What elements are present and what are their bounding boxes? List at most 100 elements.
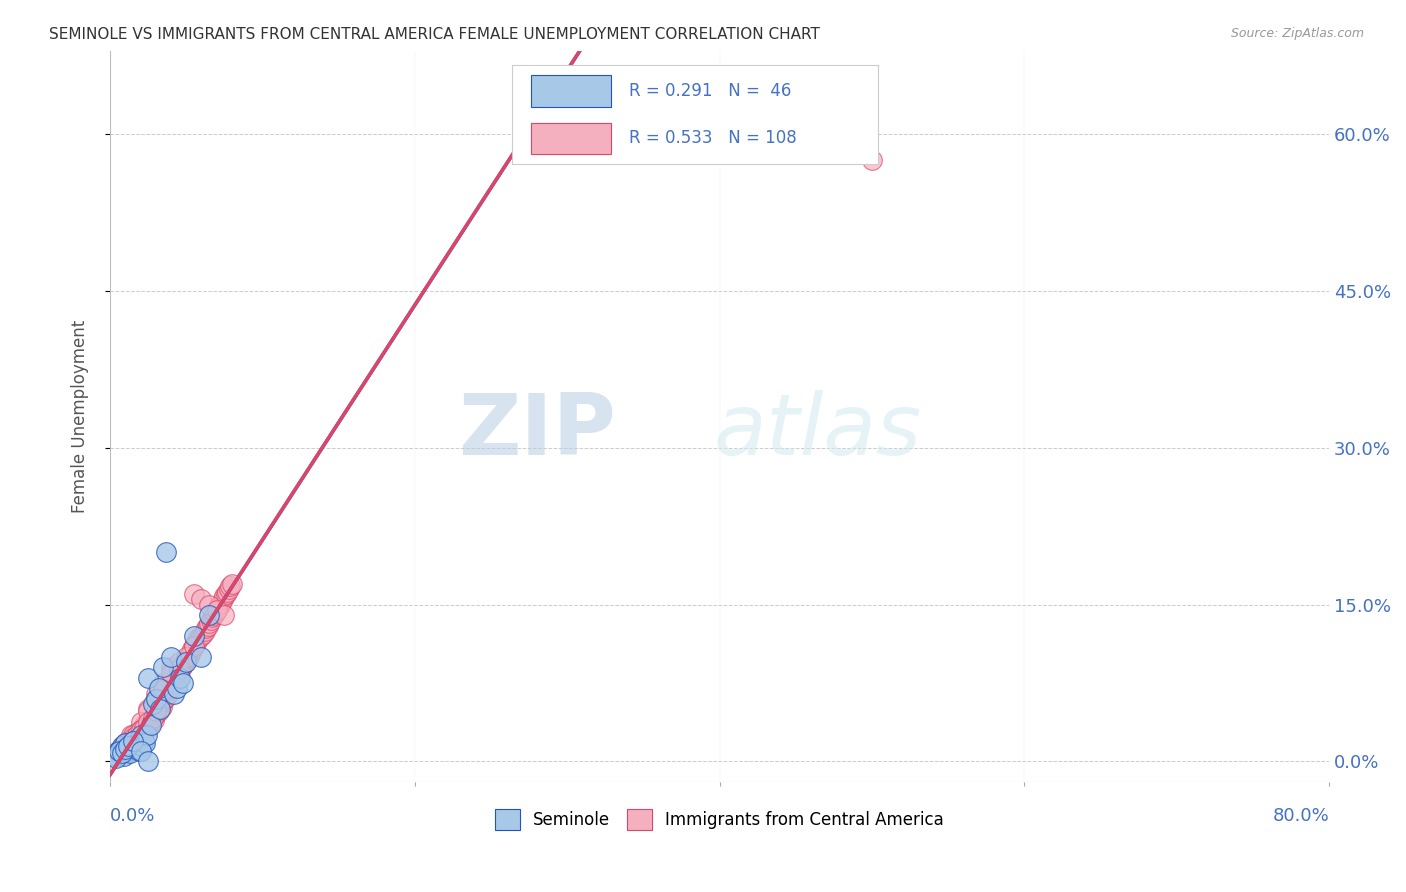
Point — [117, 736, 139, 750]
Point — [143, 713, 166, 727]
Point — [132, 718, 155, 732]
Point — [166, 665, 188, 680]
Point — [122, 736, 145, 750]
Point — [128, 728, 150, 742]
Legend: Seminole, Immigrants from Central America: Seminole, Immigrants from Central Americ… — [488, 803, 950, 836]
Point — [124, 739, 146, 753]
Point — [136, 671, 159, 685]
Point — [120, 739, 142, 753]
Point — [136, 714, 159, 729]
Point — [127, 725, 149, 739]
Point — [183, 629, 205, 643]
Y-axis label: Female Unemployment: Female Unemployment — [72, 320, 89, 513]
Point — [215, 587, 238, 601]
Point — [122, 731, 145, 746]
Point — [107, 744, 129, 758]
Point — [124, 731, 146, 746]
Point — [197, 618, 219, 632]
Point — [114, 736, 136, 750]
Point — [160, 649, 183, 664]
Point — [104, 746, 127, 760]
Point — [167, 663, 190, 677]
Point — [183, 587, 205, 601]
Point — [211, 592, 233, 607]
Point — [167, 655, 190, 669]
Point — [111, 739, 134, 753]
Text: Source: ZipAtlas.com: Source: ZipAtlas.com — [1230, 27, 1364, 40]
Point — [129, 714, 152, 729]
Point — [163, 686, 186, 700]
Point — [172, 676, 194, 690]
Point — [114, 742, 136, 756]
Point — [207, 599, 229, 614]
Point — [160, 660, 183, 674]
Point — [134, 723, 156, 737]
Point — [136, 721, 159, 735]
Point — [155, 690, 177, 704]
Point — [152, 694, 174, 708]
Point — [141, 714, 163, 729]
Point — [138, 713, 160, 727]
Point — [114, 736, 136, 750]
Point — [169, 671, 191, 685]
Point — [163, 671, 186, 685]
Point — [135, 728, 157, 742]
Point — [141, 718, 163, 732]
Point — [200, 613, 222, 627]
Point — [156, 686, 179, 700]
Point — [148, 704, 170, 718]
Point — [190, 592, 212, 607]
Point — [205, 603, 228, 617]
Point — [186, 634, 208, 648]
Point — [136, 755, 159, 769]
Point — [218, 582, 240, 596]
Point — [174, 649, 197, 664]
Point — [127, 742, 149, 756]
Point — [131, 725, 153, 739]
Point — [132, 721, 155, 735]
Point — [115, 742, 138, 756]
Point — [152, 676, 174, 690]
Point — [150, 700, 173, 714]
Point — [160, 665, 183, 680]
Point — [202, 608, 225, 623]
Point — [172, 658, 194, 673]
Point — [145, 686, 167, 700]
Point — [184, 637, 207, 651]
Point — [110, 742, 132, 756]
Point — [114, 739, 136, 753]
Point — [219, 579, 242, 593]
Point — [111, 746, 134, 760]
Point — [145, 704, 167, 718]
Point — [187, 631, 209, 645]
Point — [208, 598, 231, 612]
Point — [125, 736, 148, 750]
Point — [115, 744, 138, 758]
Point — [145, 691, 167, 706]
Text: atlas: atlas — [713, 390, 921, 473]
Point — [127, 728, 149, 742]
Point — [204, 606, 226, 620]
Point — [129, 728, 152, 742]
Point — [198, 616, 221, 631]
Text: ZIP: ZIP — [458, 390, 616, 473]
Point — [169, 663, 191, 677]
Point — [105, 751, 128, 765]
Point — [117, 742, 139, 756]
Point — [209, 596, 232, 610]
Point — [131, 739, 153, 753]
Point — [173, 655, 195, 669]
Point — [142, 697, 165, 711]
Point — [155, 545, 177, 559]
Point — [193, 624, 215, 638]
Point — [149, 697, 172, 711]
Point — [108, 746, 131, 760]
Point — [860, 153, 883, 168]
Point — [221, 576, 243, 591]
Point — [205, 603, 228, 617]
Point — [148, 681, 170, 696]
Point — [129, 723, 152, 737]
Point — [114, 739, 136, 753]
Point — [110, 742, 132, 756]
Point — [108, 744, 131, 758]
